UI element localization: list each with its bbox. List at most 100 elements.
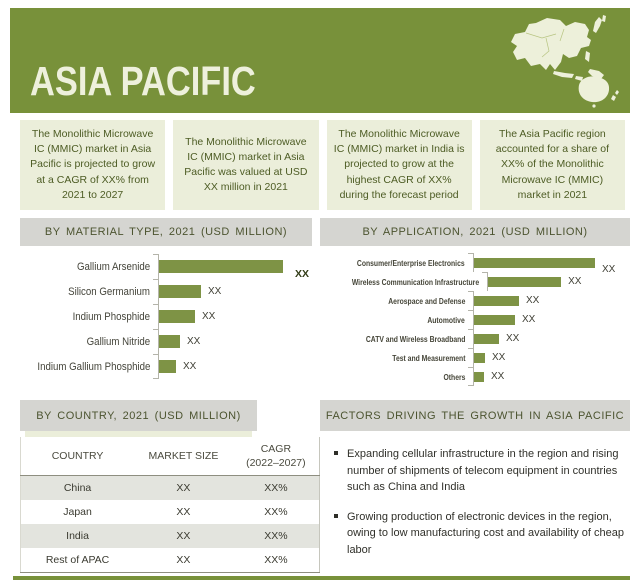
table-column-header: CAGR (2022–2027) — [232, 437, 320, 477]
table-cell: XX% — [264, 530, 288, 543]
application-bar-chart: Consumer/Enterprise Electronics XX Wireles… — [320, 253, 630, 386]
category-label-text: Indium Phosphide — [72, 310, 150, 323]
summary-box-india: The Monolithic Microwave IC (MMIC) marke… — [326, 120, 472, 210]
bar-track: XX — [468, 367, 630, 386]
bar — [474, 314, 515, 325]
category-label-text: Gallium Nitride — [86, 335, 150, 348]
table-cell: XX — [176, 506, 191, 519]
chart-row: Consumer/Enterprise Electronics XX — [320, 253, 630, 275]
bar-track: XX — [153, 304, 312, 329]
bar — [159, 260, 283, 273]
bar-track: XX — [468, 310, 630, 329]
country-title-text: BY COUNTRY, 2021 (USD MILLION) — [36, 409, 241, 422]
category-label: Consumer/Enterprise Electronics — [320, 258, 473, 268]
table-cell: XX — [134, 548, 233, 574]
bar — [159, 310, 195, 323]
category-label: Gallium Nitride — [20, 336, 158, 348]
table-cell: XX% — [232, 548, 320, 574]
category-label-text: Silicon Germanium — [68, 285, 150, 298]
table-row: Rest of APAC XX XX% — [20, 548, 320, 574]
summary-box-share: The Asia Pacific region accounted for a … — [479, 120, 625, 210]
bar — [474, 371, 484, 382]
table-cell: Japan — [63, 506, 92, 519]
application-title-text: BY APPLICATION, 2021 (USD MILLION) — [362, 226, 588, 238]
chart-row: CATV and Wireless Broadband XX — [320, 329, 630, 348]
category-label: Automotive — [320, 315, 473, 325]
bar-value-label: XX — [202, 311, 216, 322]
material-type-title-text: BY MATERIAL TYPE, 2021 (USD MILLION) — [44, 226, 288, 238]
factor-bullet: Expanding cellular infrastructure in the… — [334, 446, 628, 496]
bar-value-label: XX — [522, 314, 536, 325]
bar-track: XX — [153, 354, 312, 379]
category-label: Indium Phosphide — [20, 311, 158, 323]
category-label: CATV and Wireless Broadband — [320, 334, 473, 344]
bar-value-label: XX — [183, 361, 197, 372]
table-cell: Rest of APAC — [20, 548, 135, 574]
chart-row: Aerospace and Defense XX — [320, 291, 630, 310]
factor-bullet: Growing production of electronic devices… — [334, 509, 628, 559]
table-row: India XX XX% — [20, 524, 320, 549]
summary-boxes-row: The Monolithic Microwave IC (MMIC) marke… — [20, 120, 625, 210]
material-type-bar-chart: Gallium Arsenide XX Silicon Germanium XX Ind… — [20, 254, 312, 379]
bar-value-label: XX — [491, 371, 505, 382]
chart-row: Indium Gallium Phosphide XX — [20, 354, 312, 379]
chart-row: Test and Measurement XX — [320, 348, 630, 367]
table-column-header: MARKET SIZE — [134, 437, 233, 477]
bar-track: XX — [482, 272, 630, 291]
bar — [488, 276, 562, 287]
category-label-text: Gallium Arsenide — [76, 260, 150, 273]
category-label-text: Automotive — [427, 314, 465, 325]
factors-title-text: FACTORS DRIVING THE GROWTH IN ASIA PACIF… — [325, 409, 625, 422]
bar — [159, 360, 176, 373]
category-label: Others — [320, 372, 473, 382]
category-label-text: Indium Gallium Phosphide — [37, 360, 150, 373]
chart-row: Gallium Arsenide XX — [20, 254, 312, 280]
page-header: ASIA PACIFIC — [10, 8, 630, 113]
summary-box-value: The Monolithic Microwave IC (MMIC) marke… — [173, 120, 319, 210]
asia-pacific-map-icon — [502, 13, 624, 111]
bar-track: XX — [153, 329, 312, 354]
table-cell: China — [63, 482, 92, 495]
chart-row: Wireless Communication Infrastructure XX — [320, 272, 630, 291]
bar-track: XX — [468, 253, 630, 275]
country-table: COUNTRY MARKET SIZE CAGR (2022–2027) China… — [20, 437, 320, 574]
chart-row: Gallium Nitride XX — [20, 329, 312, 354]
bar-value-label: XX — [208, 286, 222, 297]
bar-value-label: XX — [492, 352, 506, 363]
category-label: Silicon Germanium — [20, 286, 158, 298]
country-table-header: COUNTRY MARKET SIZE CAGR (2022–2027) — [20, 437, 320, 477]
bottom-accent-bar — [13, 576, 630, 580]
table-cell: XX% — [264, 482, 288, 495]
category-label: Gallium Arsenide — [20, 261, 158, 273]
bar-track: XX — [468, 348, 630, 367]
table-cell: XX — [176, 530, 191, 543]
bar-value-label: XX — [568, 276, 582, 287]
category-label-text: Test and Measurement — [391, 352, 465, 363]
category-label-text: Wireless Communication Infrastructure — [351, 276, 480, 287]
category-label: Wireless Communication Infrastructure — [320, 277, 487, 287]
bar — [474, 352, 485, 363]
summary-box-cagr: The Monolithic Microwave IC (MMIC) marke… — [20, 120, 166, 210]
category-label-text: CATV and Wireless Broadband — [365, 333, 465, 344]
category-label-text: Aerospace and Defense — [387, 295, 465, 306]
bar — [474, 257, 595, 268]
chart-row: Automotive XX — [320, 310, 630, 329]
bar-track: XX — [468, 329, 630, 348]
bar-track: XX — [153, 254, 312, 280]
bar — [159, 335, 180, 348]
category-label-text: Others — [443, 371, 465, 382]
bar-track: XX — [468, 291, 630, 310]
bar — [474, 295, 519, 306]
bar-value-label: XX — [187, 336, 201, 347]
country-table-body: China XX XX% Japan XX XX% India XX XX% Rest of AP… — [20, 475, 320, 574]
table-cell: India — [66, 530, 89, 543]
factors-bullet-list: Expanding cellular infrastructure in the… — [334, 446, 628, 571]
category-label: Indium Gallium Phosphide — [20, 361, 158, 373]
page-title: ASIA PACIFIC — [30, 58, 256, 104]
factors-section-title: FACTORS DRIVING THE GROWTH IN ASIA PACIF… — [320, 400, 630, 431]
chart-row: Indium Phosphide XX — [20, 304, 312, 329]
material-type-section-title: BY MATERIAL TYPE, 2021 (USD MILLION) — [20, 218, 312, 246]
category-label-text: Consumer/Enterprise Electronics — [357, 257, 465, 268]
category-label: Test and Measurement — [320, 353, 473, 363]
country-band-accent-strip — [25, 431, 252, 437]
